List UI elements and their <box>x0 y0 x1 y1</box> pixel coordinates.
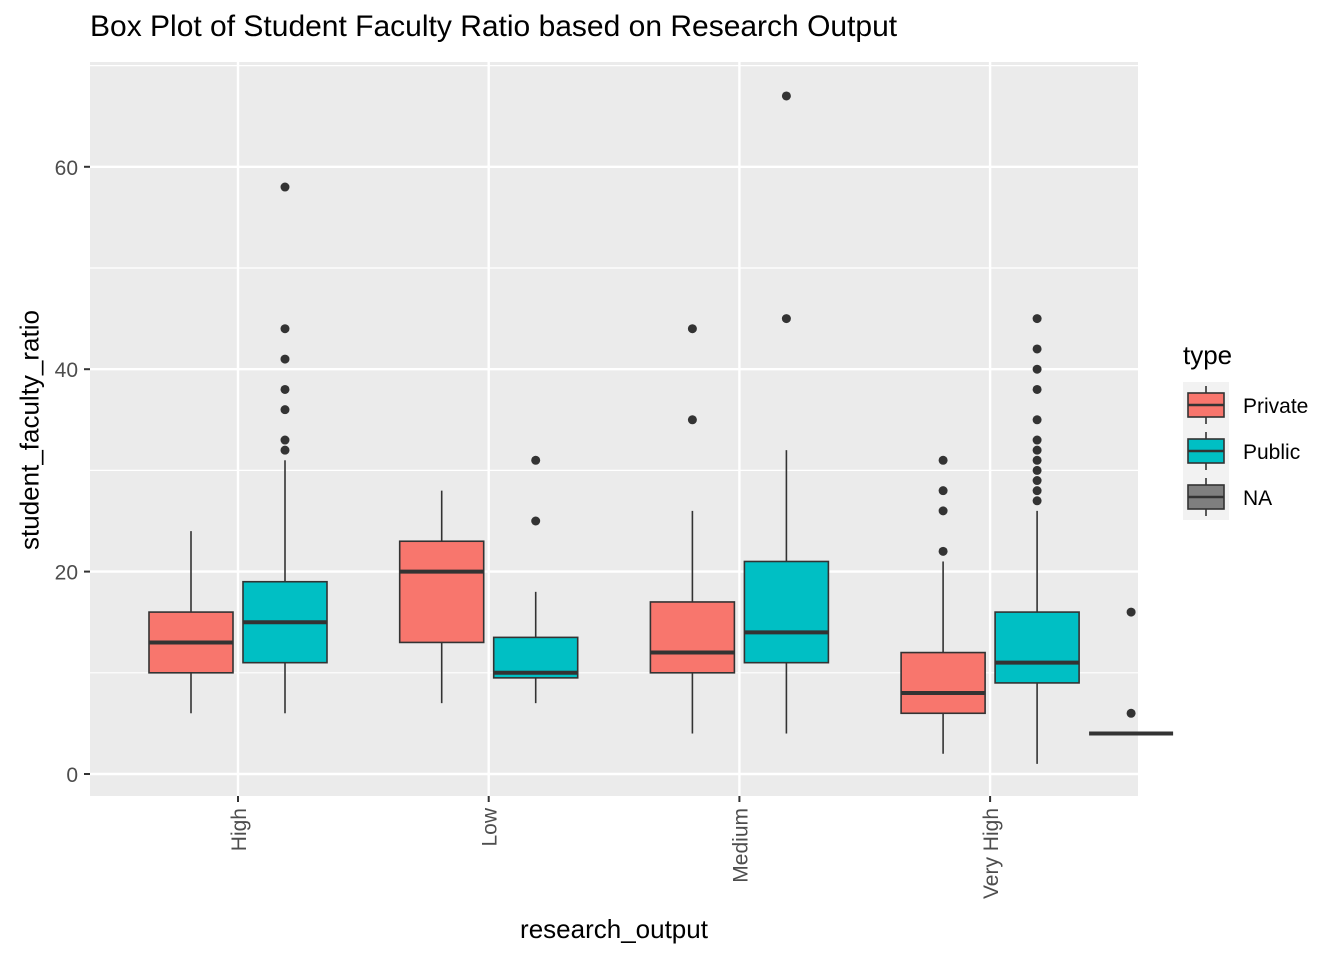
legend-title: type <box>1183 340 1233 370</box>
outlier-point <box>1032 415 1042 425</box>
legend-label-na: NA <box>1243 487 1272 510</box>
outlier-point <box>1032 455 1042 465</box>
outlier-point <box>687 324 697 334</box>
outlier-point <box>280 405 290 415</box>
outlier-point <box>531 455 541 465</box>
legend-label-public: Public <box>1243 441 1300 464</box>
x-tick-label: Very High <box>980 808 1003 899</box>
outlier-point <box>280 435 290 445</box>
outlier-point <box>1032 435 1042 445</box>
box-private <box>649 601 736 674</box>
chart-title: Box Plot of Student Faculty Ratio based … <box>90 10 898 43</box>
y-tick-label: 60 <box>55 157 78 180</box>
outlier-point <box>1032 496 1042 506</box>
y-tick-label: 0 <box>66 764 78 787</box>
outlier-point <box>938 546 948 556</box>
outlier-point <box>1032 364 1042 374</box>
outlier-point <box>280 445 290 455</box>
outlier-point <box>1126 607 1136 617</box>
y-tick-label: 40 <box>55 359 78 382</box>
box-public <box>994 611 1080 684</box>
outlier-point <box>1032 486 1042 496</box>
outlier-point <box>781 314 791 324</box>
x-tick-label: Medium <box>729 808 752 883</box>
outlier-point <box>531 516 541 526</box>
y-tick-label: 20 <box>55 562 78 585</box>
box-private <box>900 651 986 715</box>
outlier-point <box>1032 445 1042 455</box>
legend-label-private: Private <box>1243 395 1308 418</box>
outlier-point <box>1126 708 1136 718</box>
outlier-point <box>938 506 948 516</box>
x-axis-title: research_output <box>520 914 708 944</box>
outlier-point <box>1032 476 1042 486</box>
outlier-point <box>687 415 697 425</box>
outlier-point <box>280 384 290 394</box>
outlier-point <box>1032 314 1042 324</box>
outlier-point <box>1032 465 1042 475</box>
outlier-point <box>280 324 290 334</box>
outlier-point <box>280 354 290 364</box>
box-public <box>743 560 830 664</box>
x-tick-label: High <box>228 808 251 851</box>
outlier-point <box>781 91 791 101</box>
outlier-point <box>280 182 290 192</box>
box-private <box>398 540 485 644</box>
x-tick-label: Low <box>479 807 502 846</box>
outlier-point <box>1032 344 1042 354</box>
outlier-point <box>1032 384 1042 394</box>
outlier-point <box>938 455 948 465</box>
outlier-point <box>938 486 948 496</box>
